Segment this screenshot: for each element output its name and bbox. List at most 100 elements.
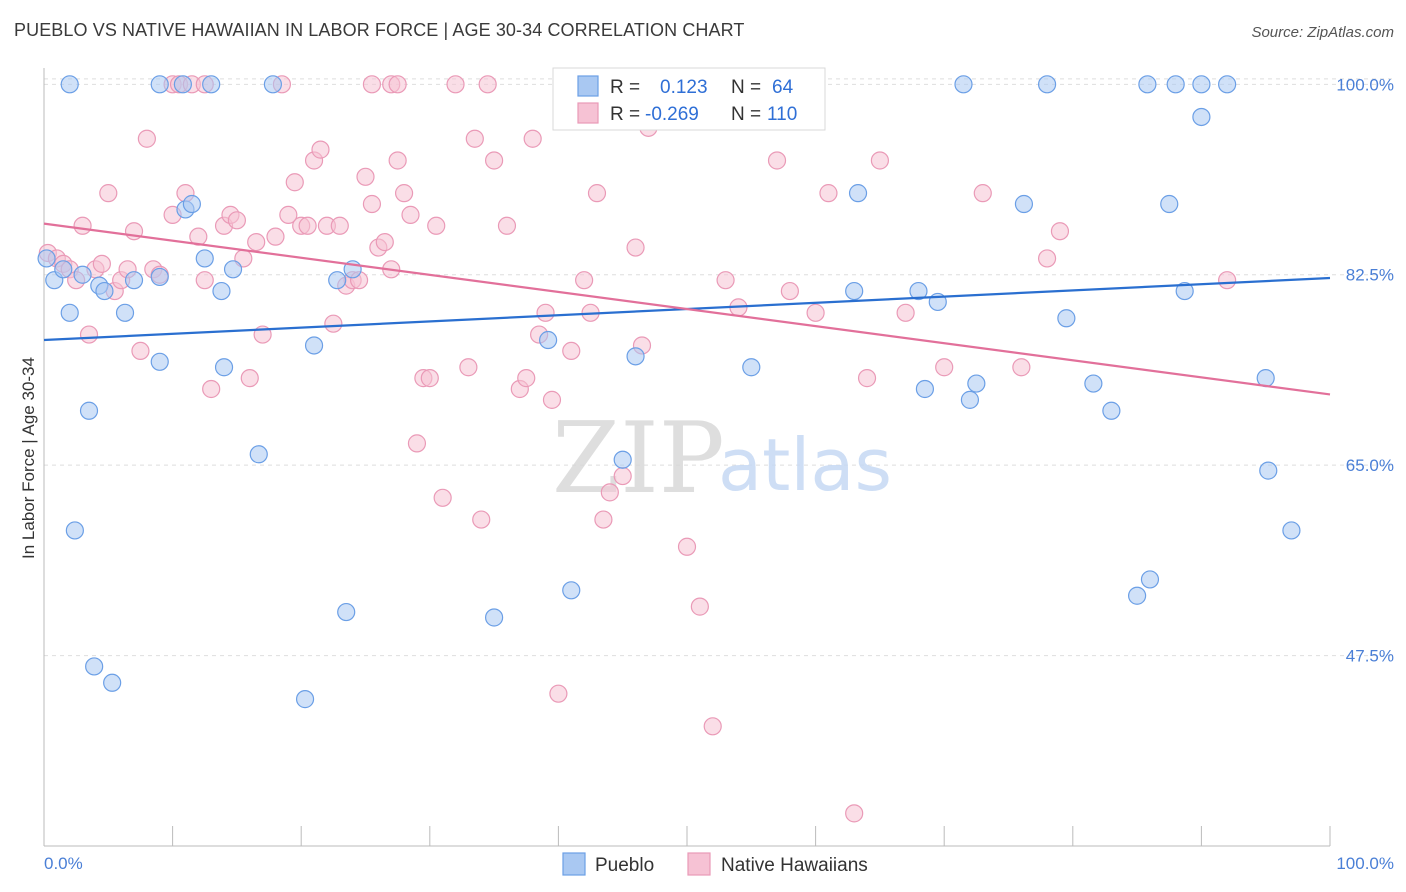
chart-title: PUEBLO VS NATIVE HAWAIIAN IN LABOR FORCE… bbox=[14, 20, 745, 40]
pueblo-point bbox=[1160, 194, 1179, 214]
hawaiian-point bbox=[780, 281, 799, 301]
y-tick-labels: 47.5% 65.0% 82.5% 100.0% bbox=[1336, 75, 1394, 665]
series-pueblo bbox=[37, 75, 1301, 709]
hawaiian-trend-line bbox=[43, 222, 1331, 396]
pueblo-point bbox=[214, 358, 234, 377]
hawaiian-point bbox=[285, 173, 304, 192]
hawaiian-point bbox=[1012, 358, 1031, 377]
pueblo-point bbox=[263, 75, 283, 94]
hawaiian-point bbox=[227, 211, 246, 230]
pueblo-point bbox=[54, 260, 73, 279]
pueblo-point bbox=[845, 281, 864, 301]
pueblo-point bbox=[79, 401, 99, 420]
hawaiian-point bbox=[298, 216, 317, 235]
pueblo-point bbox=[1014, 194, 1034, 214]
pueblo-point bbox=[539, 330, 558, 350]
hawaiian-point bbox=[626, 238, 645, 257]
hawaiian-point bbox=[478, 75, 497, 94]
hawaiian-point bbox=[401, 205, 420, 224]
hawaiian-point bbox=[973, 184, 992, 203]
pueblo-point bbox=[967, 374, 986, 393]
hawaiian-point bbox=[195, 271, 214, 290]
pueblo-point bbox=[1102, 401, 1121, 420]
hawaiian-point bbox=[459, 358, 478, 377]
hawaiian-point bbox=[562, 341, 581, 361]
trend-lines bbox=[43, 222, 1331, 396]
pueblo-point bbox=[1282, 521, 1301, 540]
pueblo-point bbox=[1140, 570, 1160, 589]
series-native-hawaiians bbox=[38, 75, 1237, 823]
pueblo-point bbox=[60, 75, 79, 94]
pueblo-point bbox=[85, 657, 104, 676]
bottom-legend-label-pueblo: Pueblo bbox=[595, 855, 654, 876]
pueblo-point bbox=[626, 347, 645, 366]
hawaiian-point bbox=[131, 341, 150, 361]
pueblo-point bbox=[304, 336, 324, 355]
hawaiian-point bbox=[247, 232, 266, 252]
hawaiian-point bbox=[549, 684, 568, 703]
pueblo-point bbox=[150, 267, 169, 287]
pueblo-point bbox=[1192, 107, 1211, 127]
hawaiian-point bbox=[79, 325, 99, 344]
pueblo-point bbox=[1057, 309, 1076, 328]
pueblo-point bbox=[1127, 586, 1147, 605]
pueblo-point bbox=[1175, 281, 1194, 301]
hawaiian-point bbox=[536, 303, 555, 322]
pueblo-point bbox=[848, 184, 868, 203]
bottom-legend-swatch-hawaiian bbox=[687, 852, 711, 876]
legend-n-value-hawaiian: 110 bbox=[767, 104, 797, 125]
pueblo-point bbox=[1037, 75, 1057, 94]
pueblo-point bbox=[150, 75, 169, 94]
hawaiian-point bbox=[677, 537, 697, 556]
pueblo-point bbox=[124, 271, 144, 290]
pueblo-point bbox=[954, 75, 973, 94]
watermark-zip: ZIP bbox=[552, 402, 725, 516]
hawaiian-point bbox=[375, 232, 394, 252]
pueblo-point bbox=[115, 303, 135, 322]
hawaiian-point bbox=[202, 379, 221, 399]
hawaiian-point bbox=[1050, 222, 1070, 241]
hawaiian-point bbox=[266, 227, 285, 246]
pueblo-point bbox=[485, 608, 504, 627]
hawaiian-point bbox=[613, 466, 632, 486]
hawaiian-point bbox=[703, 717, 722, 736]
hawaiian-point bbox=[870, 151, 890, 170]
pueblo-point bbox=[1218, 75, 1237, 94]
pueblo-point bbox=[1192, 75, 1211, 94]
hawaiian-point bbox=[497, 216, 517, 235]
y-axis-title: In Labor Force | Age 30-34 bbox=[19, 357, 38, 559]
hawaiian-point bbox=[935, 358, 954, 377]
pueblo-point bbox=[1084, 374, 1103, 393]
pueblo-point bbox=[328, 271, 347, 290]
hawaiian-point bbox=[523, 129, 542, 148]
pueblo-point bbox=[95, 281, 114, 301]
pueblo-point bbox=[73, 265, 92, 284]
legend-box: R = 0.123 N = 64 R = -0.269 N = 110 bbox=[552, 67, 826, 131]
pueblo-point bbox=[37, 249, 56, 268]
bottom-legend-label-hawaiian: Native Hawaiians bbox=[721, 855, 868, 876]
legend-r-value-hawaiian: -0.269 bbox=[645, 104, 699, 125]
pueblo-point bbox=[150, 352, 169, 371]
pueblo-point bbox=[202, 75, 221, 94]
hawaiian-point bbox=[575, 271, 594, 290]
watermark: ZIP atlas bbox=[552, 402, 892, 516]
hawaiian-point bbox=[594, 510, 613, 529]
hawaiian-point bbox=[542, 390, 562, 409]
hawaiian-point bbox=[427, 216, 446, 235]
hawaiian-point bbox=[1037, 249, 1057, 268]
hawaiian-point bbox=[394, 184, 414, 203]
x-label-max: 100.0% bbox=[1336, 854, 1394, 873]
hawaiian-point bbox=[356, 167, 375, 186]
hawaiian-point bbox=[388, 151, 407, 170]
hawaiian-point bbox=[92, 254, 111, 273]
hawaiian-point bbox=[600, 483, 619, 502]
hawaiian-point bbox=[472, 510, 491, 529]
hawaiian-point bbox=[806, 303, 825, 322]
source-label: Source: ZipAtlas.com bbox=[1251, 24, 1394, 41]
hawaiian-point bbox=[311, 140, 330, 159]
hawaiian-point bbox=[465, 129, 484, 148]
pueblo-point bbox=[613, 450, 632, 469]
grid-lines bbox=[44, 78, 1394, 657]
bottom-legend: Pueblo Native Hawaiians bbox=[562, 852, 868, 876]
pueblo-point bbox=[1166, 75, 1185, 94]
